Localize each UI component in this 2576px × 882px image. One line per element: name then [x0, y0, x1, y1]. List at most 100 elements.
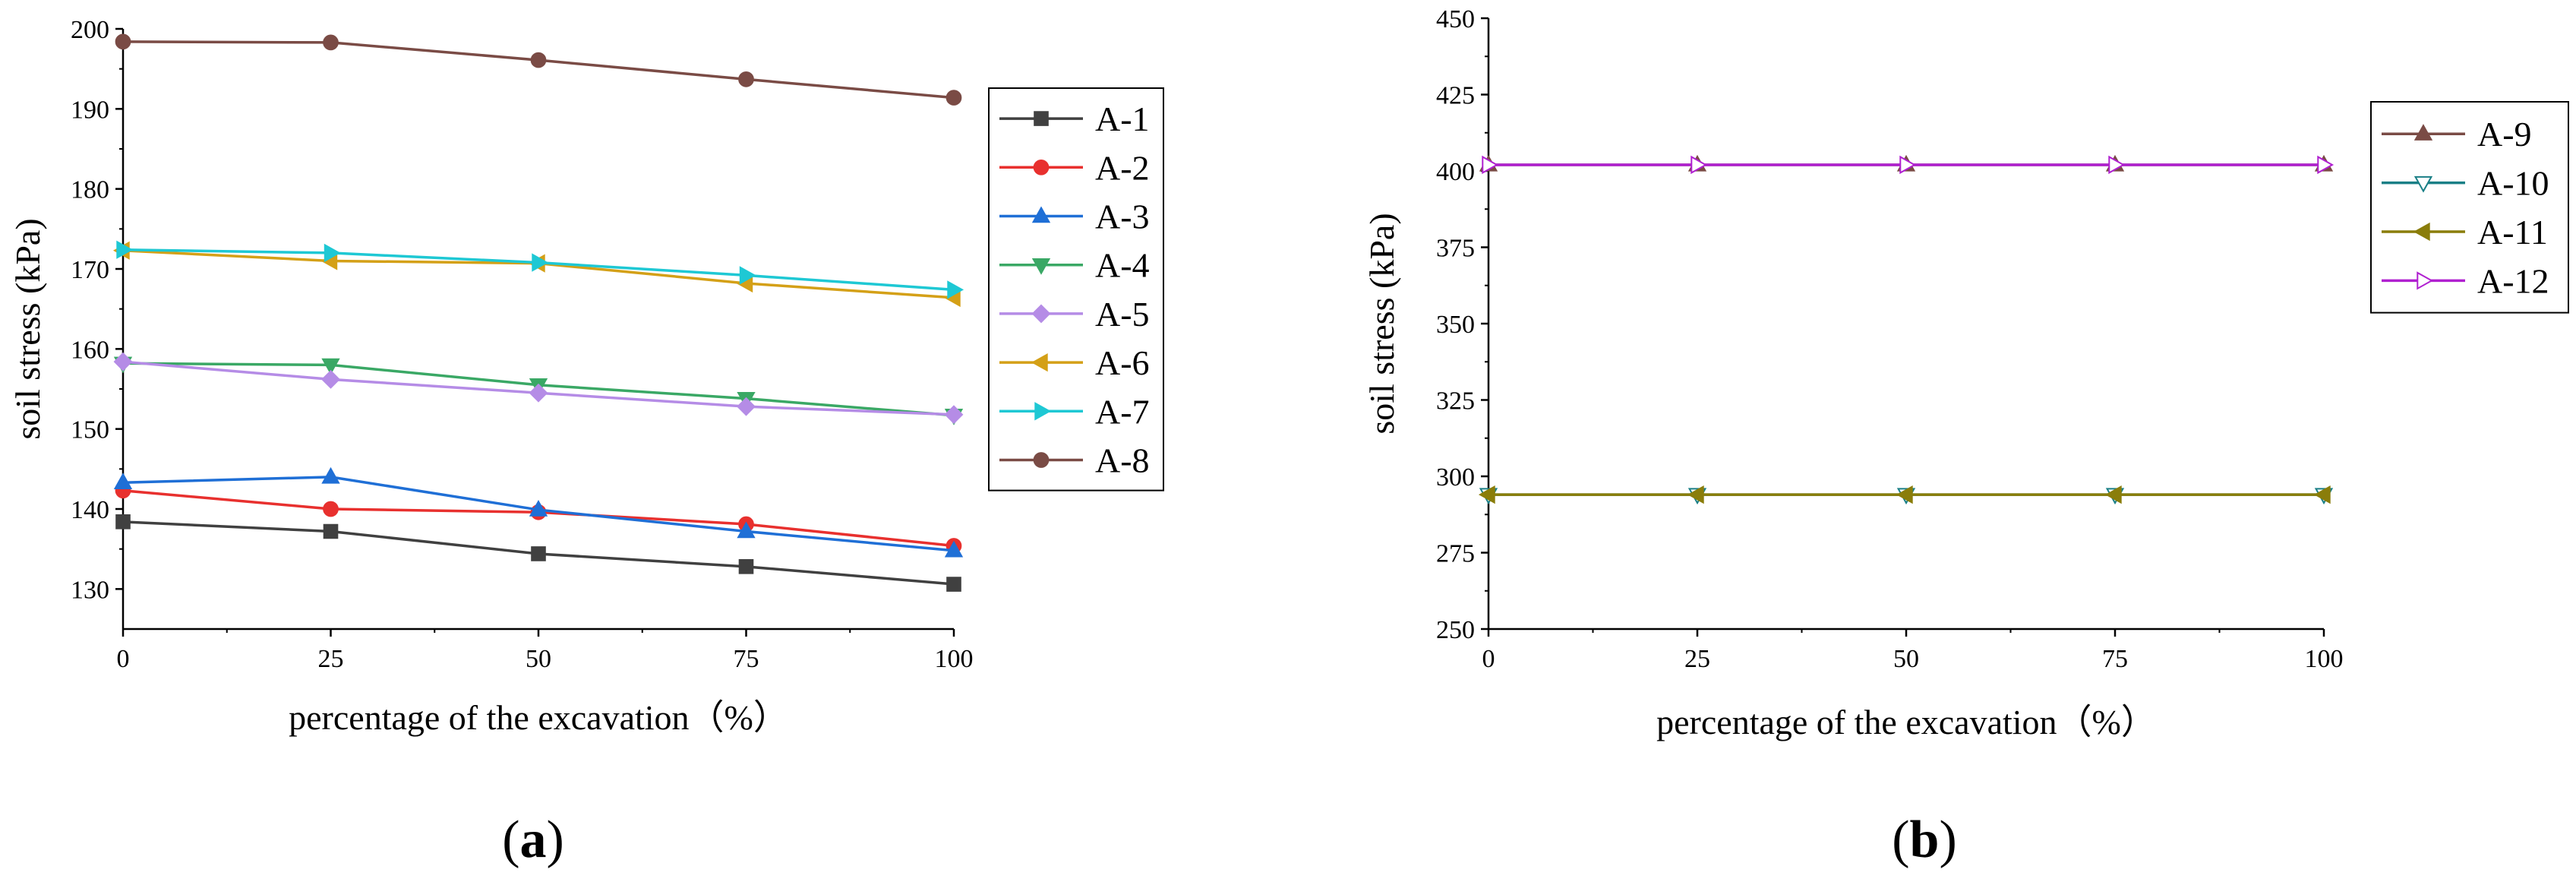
- y-tick-label: 140: [71, 496, 109, 524]
- legend-box: [2370, 101, 2569, 314]
- legend-label: A-6: [1095, 343, 1150, 382]
- y-tick-label: 200: [71, 16, 109, 44]
- y-tick-label: 250: [1436, 616, 1475, 644]
- legend-marker: [1031, 352, 1048, 372]
- x-tick-label: 25: [1684, 645, 1710, 673]
- legend: A-1 A-2 A-3 A-4 A-5 A-6 A-7 A-8: [988, 87, 1164, 492]
- legend-label: A-5: [1095, 295, 1150, 334]
- data-point: [2104, 485, 2122, 504]
- series-A-12: [1482, 155, 2334, 175]
- data-point: [529, 383, 548, 403]
- data-point: [323, 34, 339, 51]
- y-tick-label: 130: [71, 576, 109, 604]
- y-tick-label: 425: [1436, 82, 1475, 110]
- series-A-7: [116, 240, 964, 299]
- data-point: [738, 71, 754, 87]
- data-point: [1896, 485, 1913, 504]
- legend-label: A-12: [2477, 261, 2549, 300]
- x-tick-label: 75: [2102, 645, 2128, 673]
- y-tick-label: 350: [1436, 311, 1475, 339]
- data-point: [1687, 485, 1704, 504]
- legend-label: A-7: [1095, 392, 1150, 431]
- data-point: [115, 514, 131, 530]
- data-point: [1899, 155, 1917, 175]
- chart-panel-a: 130 140 150 160 170 180 190 200 0 25 50 75 100 percen…: [8, 16, 1164, 737]
- y-tick-label: 170: [71, 256, 109, 284]
- series-line: [122, 40, 955, 100]
- legend-label: A-1: [1095, 100, 1150, 138]
- data-point: [531, 546, 546, 561]
- legend-label: A-4: [1095, 246, 1150, 285]
- x-tick-label: 25: [318, 645, 344, 673]
- y-tick-label: 400: [1436, 158, 1475, 186]
- caption-a: (a): [502, 811, 564, 869]
- data-point: [946, 577, 961, 592]
- data-point: [947, 280, 964, 299]
- x-axis-title: percentage of the excavation（%）: [289, 698, 788, 737]
- data-point: [532, 253, 549, 272]
- data-point: [321, 466, 340, 484]
- y-tick-label: 190: [71, 96, 109, 124]
- data-point: [323, 523, 339, 539]
- data-point: [2317, 155, 2334, 175]
- legend-label: A-2: [1095, 148, 1150, 187]
- x-tick-label: 50: [526, 645, 551, 673]
- legend-marker: [2413, 222, 2430, 242]
- data-point: [945, 90, 962, 106]
- legend-marker: [2413, 175, 2433, 193]
- data-point: [530, 52, 547, 68]
- x-tick-label: 0: [1482, 645, 1495, 673]
- x-tick-label: 100: [935, 645, 974, 673]
- legend-marker: [2413, 124, 2433, 141]
- y-tick-label: 275: [1436, 540, 1475, 568]
- data-point: [944, 405, 964, 425]
- y-tick-label: 160: [71, 336, 109, 364]
- data-point: [2313, 485, 2331, 504]
- chart-panel-b: 250 275 300 325 350 375 400 425 450 0 25 50 75 100 per…: [1362, 5, 2569, 741]
- data-point: [738, 559, 754, 574]
- y-tick-label: 375: [1436, 235, 1475, 263]
- x-axis-title: percentage of the excavation（%）: [1656, 703, 2156, 741]
- x-tick-label: 100: [2305, 645, 2344, 673]
- data-point: [115, 33, 131, 50]
- legend-marker: [1031, 304, 1051, 324]
- x-tick-label: 0: [117, 645, 130, 673]
- y-tick-label: 325: [1436, 387, 1475, 416]
- legend-label: A-10: [2477, 164, 2549, 203]
- legend-label: A-11: [2477, 213, 2548, 251]
- legend-marker: [1033, 159, 1050, 175]
- data-point: [116, 240, 134, 259]
- x-tick-label: 75: [734, 645, 759, 673]
- y-tick-label: 450: [1436, 5, 1475, 33]
- data-point: [1478, 485, 1495, 504]
- legend-marker: [2417, 271, 2434, 290]
- data-point: [323, 501, 339, 517]
- y-axis-title: soil stress (kPa): [1362, 213, 1401, 434]
- data-point: [321, 358, 340, 375]
- series-A-11: [1478, 485, 2331, 504]
- y-tick-label: 180: [71, 176, 109, 204]
- legend-marker: [1031, 206, 1051, 223]
- data-point: [321, 369, 340, 389]
- series-A-2: [115, 482, 962, 554]
- caption-b: (b): [1892, 811, 1957, 869]
- legend-label: A-9: [2477, 115, 2532, 153]
- legend: A-9 A-10 A-11 A-12: [2370, 101, 2569, 314]
- legend-label: A-3: [1095, 198, 1150, 236]
- legend-marker: [1031, 258, 1051, 275]
- data-point: [737, 397, 756, 416]
- series-A-5: [113, 352, 964, 425]
- data-point: [1482, 155, 1499, 175]
- legend-marker: [1034, 111, 1049, 126]
- x-tick-label: 50: [1893, 645, 1919, 673]
- data-point: [737, 521, 756, 539]
- legend-marker: [1034, 402, 1052, 421]
- data-point: [944, 540, 964, 558]
- legend-marker: [1033, 452, 1050, 468]
- legend-box: [988, 87, 1164, 492]
- data-point: [529, 500, 548, 517]
- y-tick-label: 150: [71, 416, 109, 444]
- data-point: [1690, 155, 1708, 175]
- y-axis-title: soil stress (kPa): [8, 218, 47, 439]
